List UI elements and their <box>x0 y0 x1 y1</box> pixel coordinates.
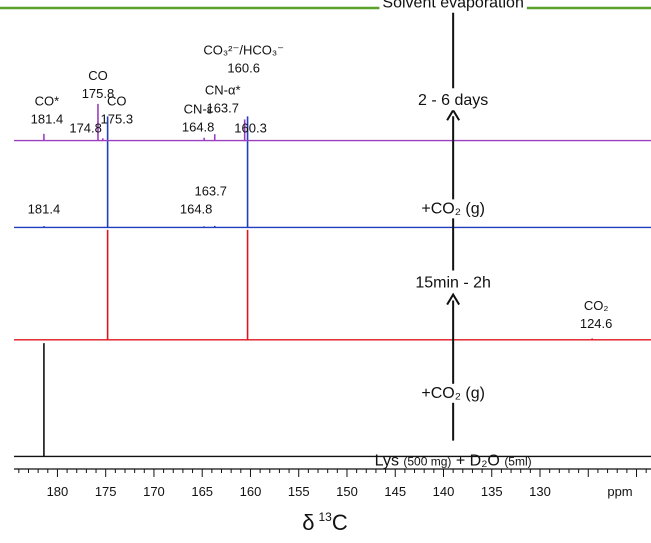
reaction-step-label: Lys (500 mg) + D₂O (5ml) <box>375 453 532 470</box>
tick-label: 145 <box>384 484 406 499</box>
tick-label: 170 <box>143 484 165 499</box>
axis-unit-label: ppm <box>607 484 632 499</box>
tick-label: 150 <box>336 484 358 499</box>
peak-label: CO 175.3 <box>101 94 134 127</box>
peak-label: 160.3 <box>234 120 267 135</box>
tick-label: 165 <box>191 484 213 499</box>
reaction-step-label: +CO₂ (g) <box>421 200 485 217</box>
tick-label: 175 <box>95 484 117 499</box>
peak-label: CN-ε 164.8 <box>182 102 215 135</box>
peak-assignment: CO₂ <box>584 298 609 313</box>
x-axis: 180 175 170 165 160 155 150 145 140 135 130 <box>14 468 651 499</box>
label-background <box>379 0 527 13</box>
tick-label: 135 <box>481 484 503 499</box>
tick-label: 130 <box>529 484 551 499</box>
label-background <box>418 199 488 219</box>
reagent-name: Lys <box>375 453 404 470</box>
spectrum-trace <box>14 229 651 341</box>
x-axis-label: δ 13C <box>302 510 348 535</box>
delta-symbol: δ <box>302 510 314 535</box>
peak-label: 174.8 <box>69 120 102 135</box>
peak-shift-value: 163.7 <box>206 101 239 116</box>
reaction-arrows-layer: Lys (500 mg) + D₂O (5ml) +CO₂ (g) 15min - … <box>375 0 532 470</box>
peak-shift-value: 174.8 <box>69 120 102 135</box>
spectra-layer <box>14 103 651 458</box>
peak-shift-value: 175.3 <box>101 112 134 127</box>
peak-shift-value: 160.3 <box>234 120 267 135</box>
peak-label: CO₃²⁻/HCO₃⁻ 160.6 <box>203 43 284 76</box>
peak-assignment: CN-α* <box>205 83 241 98</box>
peak-label: CN-α* 163.7 <box>205 83 241 116</box>
peak-shift-value: 124.6 <box>580 316 613 331</box>
peak-label: 164.8 <box>180 201 213 216</box>
reaction-step-label: Solvent evaporation <box>382 0 523 12</box>
solvent-volume: (5ml) <box>504 455 531 469</box>
peak-shift-value: 160.6 <box>227 61 260 76</box>
spectrum-trace <box>14 343 651 458</box>
arrow-head <box>446 292 461 306</box>
peak-label: CO* 181.4 <box>31 94 64 127</box>
label-background <box>418 383 488 403</box>
label-background <box>412 273 494 293</box>
peak-label: CO 175.8 <box>82 68 115 101</box>
peak-shift-value: 181.4 <box>31 112 64 127</box>
peak-shift-value: 175.8 <box>82 86 115 101</box>
label-background <box>415 91 492 111</box>
tick-label: 160 <box>240 484 262 499</box>
peak-assignment: CO <box>107 94 127 109</box>
tick-label: 180 <box>47 484 69 499</box>
tick-label: 140 <box>433 484 455 499</box>
peak-assignment: CO* <box>35 94 60 109</box>
solvent-name: + D₂O <box>451 453 504 470</box>
reagent-amount: (500 mg) <box>403 455 451 469</box>
peak-assignment: CO₃²⁻/HCO₃⁻ <box>203 43 284 58</box>
peak-label: CO₂ 124.6 <box>580 298 613 331</box>
peak-shift-value: 181.4 <box>28 201 61 216</box>
peak-labels-layer: CO₂ 124.6 181.4 174.8 164.8 163.7 160.3 CO* 181.… <box>28 43 613 331</box>
peak-shift-value: 164.8 <box>182 120 215 135</box>
peak-shift-value: 163.7 <box>194 183 227 198</box>
peak-assignment: CO <box>88 68 108 83</box>
reaction-step-label: 2 - 6 days <box>418 92 488 109</box>
spectrum-trace <box>14 103 651 142</box>
spectrum-trace <box>14 116 651 229</box>
peak-assignment: CN-ε <box>184 102 213 117</box>
element-symbol: C <box>332 510 348 535</box>
isotope-superscript: 13 <box>319 510 333 524</box>
reaction-step-label: 15min - 2h <box>415 275 491 292</box>
tick-label: 155 <box>288 484 310 499</box>
peak-shift-value: 164.8 <box>180 201 213 216</box>
reaction-step-label: +CO₂ (g) <box>421 385 485 402</box>
peak-label: 163.7 <box>194 183 227 198</box>
peak-label: 181.4 <box>28 201 61 216</box>
